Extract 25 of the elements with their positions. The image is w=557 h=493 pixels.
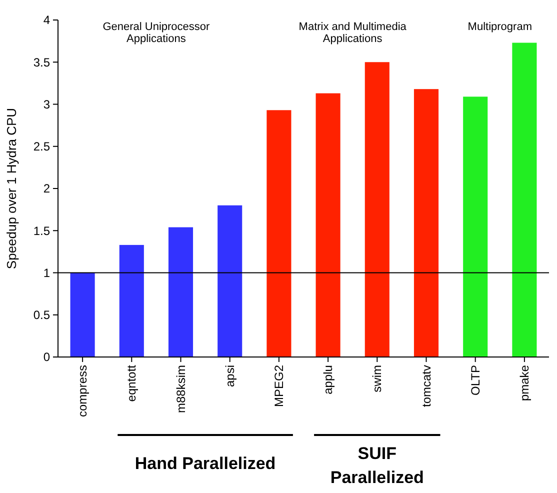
x-tick-label: swim [370, 364, 384, 392]
y-tick-label: 3.5 [33, 55, 50, 70]
y-tick-label: 1.5 [33, 224, 50, 238]
x-tick-label: apsi [222, 365, 237, 388]
y-tick-label: 0.5 [33, 308, 50, 322]
y-tick-label: 2 [43, 182, 50, 196]
annotation: Matrix and Multimedia Applications [298, 21, 408, 45]
x-tick-label: eqntott [124, 364, 139, 402]
x-tick-label: applu [321, 365, 336, 394]
text: SUIF Parallelized [330, 444, 424, 487]
y-tick-label: 3 [43, 97, 50, 112]
x-tick-label: tomcatv [419, 365, 434, 408]
annotation: General Uniprocessor Applications [102, 21, 210, 45]
x-tick-label: m88ksim [174, 365, 188, 414]
y-tick-label: 0 [43, 350, 50, 364]
x-tick-label: pmake [517, 364, 532, 402]
y-tick-label: 1 [43, 266, 50, 280]
annotation: Multiprogram [468, 21, 532, 33]
text: Hand Parallelized [134, 454, 276, 473]
y-tick-label: 2.5 [33, 140, 50, 154]
x-tick-label: compress [76, 365, 90, 418]
y-tick-label: 4 [43, 13, 50, 28]
x-tick-label: MPEG2 [272, 364, 286, 408]
x-tick-label: OLTP [468, 365, 482, 396]
y-axis-title: Speedup over 1 Hydra CPU [4, 108, 19, 270]
